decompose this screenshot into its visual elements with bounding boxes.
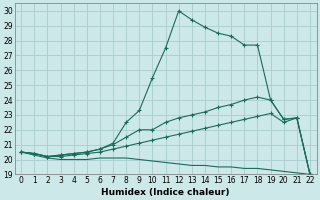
X-axis label: Humidex (Indice chaleur): Humidex (Indice chaleur) <box>101 188 230 197</box>
